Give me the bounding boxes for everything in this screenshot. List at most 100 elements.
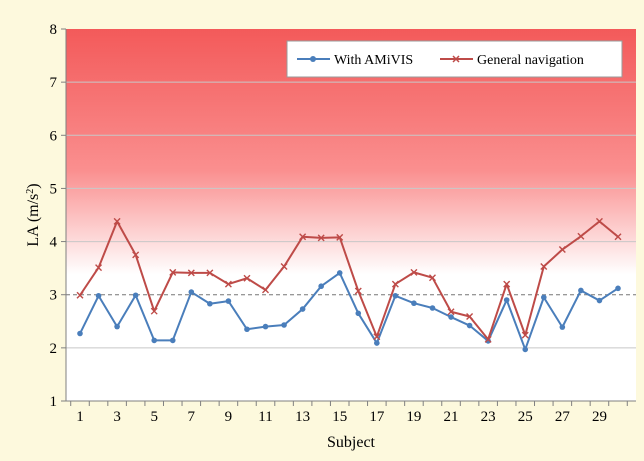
point-0-16 (355, 310, 362, 317)
point-0-14 (318, 283, 324, 290)
point-0-12 (281, 322, 287, 328)
point-0-3 (114, 323, 120, 330)
y-tick-label-1: 1 (50, 394, 58, 410)
x-tick-labels: 1 3 5 7 9 11 13 15 17 19 21 23 25 27 29 (76, 409, 607, 425)
point-1-18 (391, 280, 399, 288)
legend: With AMiVIS General navigation (286, 40, 623, 78)
point-1-22 (466, 313, 474, 320)
point-0-26 (540, 294, 547, 301)
plot-background (66, 29, 636, 401)
legend-label-general: General navigation (477, 53, 584, 68)
point-1-1 (76, 291, 84, 299)
series-0 (77, 270, 621, 353)
point-1-25 (521, 331, 529, 339)
x-tick-label-1: 1 (76, 409, 84, 425)
point-0-11 (262, 323, 269, 330)
point-1-3 (113, 217, 121, 225)
legend-marker-amivis (310, 56, 316, 62)
point-0-18 (392, 292, 399, 299)
x-tick-label-21: 21 (444, 409, 459, 425)
point-0-10 (244, 326, 250, 333)
point-0-7 (188, 289, 195, 295)
point-0-17 (374, 340, 380, 346)
point-1-19 (410, 268, 418, 276)
point-0-9 (225, 298, 232, 304)
point-0-28 (578, 287, 584, 294)
point-0-21 (448, 314, 454, 320)
point-1-26 (540, 263, 548, 271)
y-tick-label-2: 2 (50, 341, 58, 357)
point-0-4 (132, 292, 139, 299)
point-0-27 (559, 324, 566, 330)
point-1-8 (206, 269, 214, 277)
point-1-12 (280, 263, 288, 271)
point-1-21 (447, 308, 455, 316)
y-tick-labels: 1 2 3 4 5 6 7 8 (50, 22, 58, 410)
x-tick-label-9: 9 (225, 409, 233, 425)
x-tick-label-11: 11 (258, 409, 272, 425)
point-0-13 (299, 306, 306, 312)
x-axis-title: Subject (327, 434, 376, 451)
x-tick-label-7: 7 (188, 409, 196, 425)
y-axis-title-superscript: 2 (25, 189, 36, 194)
point-1-15 (336, 233, 344, 241)
point-1-28 (577, 232, 585, 240)
point-0-19 (411, 300, 417, 307)
x-tick-label-5: 5 (150, 409, 158, 425)
legend-marker-general (452, 55, 460, 63)
x-tick-label-17: 17 (369, 409, 385, 425)
y-tick-label-4: 4 (50, 235, 58, 251)
point-0-25 (522, 346, 529, 353)
x-tick-label-13: 13 (295, 409, 310, 425)
point-0-20 (429, 305, 436, 311)
point-1-17 (373, 333, 381, 341)
x-tick-label-25: 25 (518, 409, 533, 425)
point-0-22 (466, 322, 473, 329)
point-1-30 (614, 233, 622, 241)
y-axis-title-main: LA (m/s (25, 194, 42, 247)
point-1-4 (132, 251, 140, 259)
x-tick-label-27: 27 (555, 409, 571, 425)
series-1 (76, 217, 622, 343)
point-0-2 (95, 292, 102, 299)
y-tick-label-8: 8 (50, 22, 58, 38)
x-tick-label-19: 19 (406, 409, 421, 425)
point-1-5 (150, 307, 158, 315)
point-1-13 (299, 233, 307, 241)
x-tick-label-3: 3 (113, 409, 121, 425)
point-1-24 (503, 280, 511, 288)
y-axis-title-tail: ) (25, 183, 42, 188)
point-1-14 (317, 234, 325, 242)
y-axis-title: LA (m/s2) (25, 183, 43, 246)
point-0-5 (151, 337, 158, 344)
point-1-20 (428, 274, 436, 282)
legend-label-amivis: With AMiVIS (334, 53, 413, 68)
point-0-23 (485, 338, 491, 344)
y-tick-label-5: 5 (50, 181, 58, 197)
x-tick-label-29: 29 (592, 409, 607, 425)
series-layer (76, 217, 622, 353)
series-line-0 (79, 271, 619, 351)
point-1-10 (243, 274, 251, 282)
axes (61, 28, 636, 406)
x-tick-label-23: 23 (481, 409, 496, 425)
point-1-27 (558, 246, 566, 254)
point-1-11 (262, 286, 270, 294)
point-1-9 (224, 280, 232, 288)
y-tick-label-7: 7 (50, 75, 58, 91)
point-1-23 (484, 335, 492, 343)
point-1-6 (169, 268, 177, 276)
series-line-1 (79, 220, 619, 341)
point-1-2 (95, 264, 103, 272)
point-0-15 (336, 270, 343, 276)
gridlines (66, 81, 636, 349)
point-0-24 (503, 297, 510, 303)
point-1-29 (595, 217, 603, 225)
x-tick-label-15: 15 (332, 409, 347, 425)
point-0-29 (596, 297, 603, 304)
point-0-1 (77, 330, 83, 337)
point-0-6 (169, 337, 176, 344)
point-0-8 (207, 300, 213, 307)
y-tick-label-6: 6 (50, 128, 58, 144)
